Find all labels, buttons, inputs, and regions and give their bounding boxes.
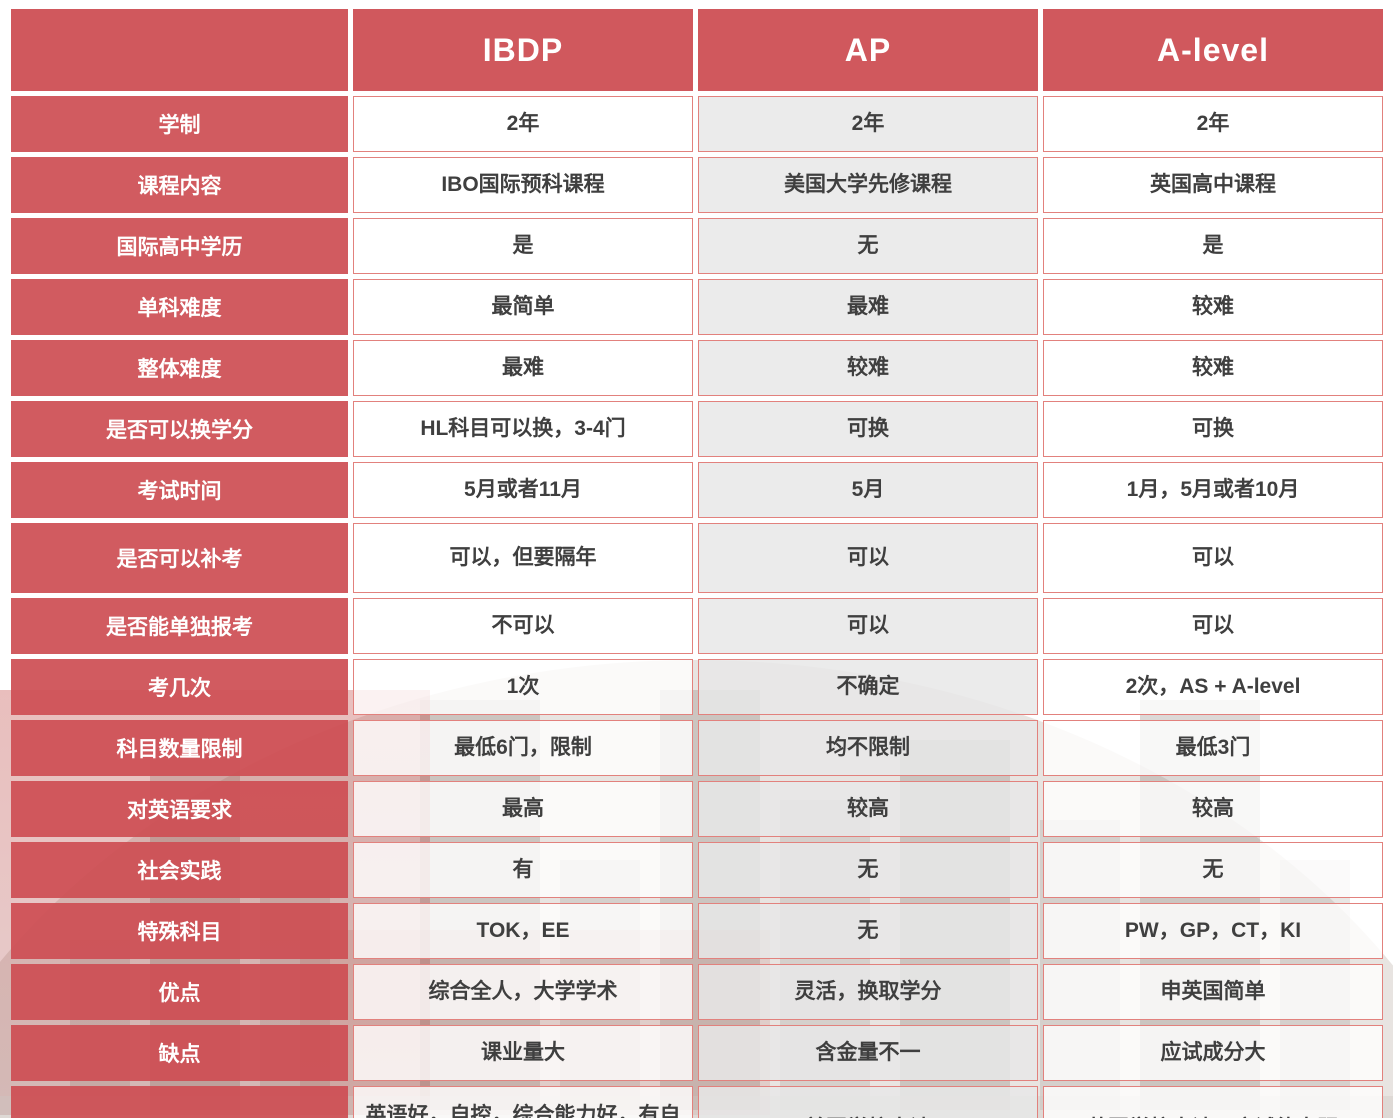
cell-a-level: 申英国简单 [1043,964,1383,1020]
table-row: 是否可以换学分 HL科目可以换，3-4门 可换 可换 [11,401,1383,457]
cell-a-level: 较高 [1043,781,1383,837]
cell-a-level: 是 [1043,218,1383,274]
table-row: 科目数量限制 最低6门，限制 均不限制 最低3门 [11,720,1383,776]
row-label: 是否可以换学分 [11,401,348,457]
cell-a-level: 可以 [1043,523,1383,593]
table-row: 缺点 课业量大 含金量不一 应试成分大 [11,1025,1383,1081]
cell-a-level: 英国学校申请，应试能力强 [1043,1086,1383,1118]
table-row: 适合的孩子英语好，自控，综合能力好，有自主性美国学校申请英国学校申请，应试能力强 [11,1086,1383,1118]
row-label: 国际高中学历 [11,218,348,274]
table-row: 国际高中学历是无是 [11,218,1383,274]
row-label: 适合的孩子 [11,1086,348,1118]
cell-a-level: 应试成分大 [1043,1025,1383,1081]
cell-ap: 均不限制 [698,720,1038,776]
row-label: 缺点 [11,1025,348,1081]
cell-ibdp: 最低6门，限制 [353,720,693,776]
row-label: 社会实践 [11,842,348,898]
column-header-ibdp: IBDP [353,9,693,91]
row-label: 优点 [11,964,348,1020]
cell-a-level: 2年 [1043,96,1383,152]
cell-ap: 可以 [698,598,1038,654]
row-label: 科目数量限制 [11,720,348,776]
cell-ibdp: 英语好，自控，综合能力好，有自主性 [353,1086,693,1118]
cell-ibdp: 最高 [353,781,693,837]
table-row: 社会实践有无无 [11,842,1383,898]
column-header-ap: AP [698,9,1038,91]
row-label: 课程内容 [11,157,348,213]
row-label: 学制 [11,96,348,152]
row-label: 考几次 [11,659,348,715]
table-row: 单科难度 最简单 最难 较难 [11,279,1383,335]
cell-ap: 无 [698,218,1038,274]
cell-ap: 不确定 [698,659,1038,715]
cell-a-level: 可以 [1043,598,1383,654]
table-body: 学制 2年 2年 2年 课程内容 IBO国际预科课程 美国大学先修课程 英国高中课程 国际高中学… [11,96,1383,1118]
cell-ibdp: 不可以 [353,598,693,654]
cell-ibdp: TOK，EE [353,903,693,959]
cell-a-level: 较难 [1043,340,1383,396]
cell-ap: 含金量不一 [698,1025,1038,1081]
row-label: 整体难度 [11,340,348,396]
cell-a-level: 最低3门 [1043,720,1383,776]
row-label: 是否能单独报考 [11,598,348,654]
cell-ibdp: 可以，但要隔年 [353,523,693,593]
cell-a-level: 较难 [1043,279,1383,335]
cell-ap: 美国大学先修课程 [698,157,1038,213]
cell-ibdp: 综合全人，大学学术 [353,964,693,1020]
table-row: 考试时间 5月或者11月 5月 1月，5月或者10月 [11,462,1383,518]
table-row: 优点 综合全人，大学学术 灵活，换取学分 申英国简单 [11,964,1383,1020]
cell-ibdp: 5月或者11月 [353,462,693,518]
cell-a-level: 可换 [1043,401,1383,457]
cell-ibdp: 2年 [353,96,693,152]
curriculum-comparison-table: IBDP AP A-level 学制 2年 2年 2年 课程内容 IBO国际预科课程 美国大… [6,4,1388,1118]
table-row: 是否能单独报考 不可以 可以 可以 [11,598,1383,654]
cell-a-level: 2次，AS + A-level [1043,659,1383,715]
cell-ibdp: 是 [353,218,693,274]
row-label: 考试时间 [11,462,348,518]
cell-a-level: 1月，5月或者10月 [1043,462,1383,518]
cell-ibdp: HL科目可以换，3-4门 [353,401,693,457]
table-row: 课程内容 IBO国际预科课程 美国大学先修课程 英国高中课程 [11,157,1383,213]
row-label: 单科难度 [11,279,348,335]
cell-ap: 无 [698,903,1038,959]
cell-ap: 美国学校申请 [698,1086,1038,1118]
cell-ibdp: IBO国际预科课程 [353,157,693,213]
header-row: IBDP AP A-level [11,9,1383,91]
cell-ap: 最难 [698,279,1038,335]
column-header-a-level: A-level [1043,9,1383,91]
table-row: 对英语要求 最高 较高 较高 [11,781,1383,837]
corner-cell [11,9,348,91]
table-row: 学制 2年 2年 2年 [11,96,1383,152]
red-tint-overlay [300,930,770,1115]
cell-ap: 5月 [698,462,1038,518]
cell-a-level: 英国高中课程 [1043,157,1383,213]
cell-ibdp: 最简单 [353,279,693,335]
cell-ap: 可换 [698,401,1038,457]
row-label: 对英语要求 [11,781,348,837]
cell-ibdp: 最难 [353,340,693,396]
cell-ibdp: 课业量大 [353,1025,693,1081]
cell-ap: 灵活，换取学分 [698,964,1038,1020]
cell-a-level: PW，GP，CT，KI [1043,903,1383,959]
table-row: 考几次 1次 不确定 2次，AS + A-level [11,659,1383,715]
table-row: 特殊科目 TOK，EE 无 PW，GP，CT，KI [11,903,1383,959]
cell-ap: 可以 [698,523,1038,593]
cell-ap: 2年 [698,96,1038,152]
cell-ap: 无 [698,842,1038,898]
cell-ibdp: 有 [353,842,693,898]
table-row: 是否可以补考 可以，但要隔年 可以 可以 [11,523,1383,593]
row-label: 是否可以补考 [11,523,348,593]
cell-ibdp: 1次 [353,659,693,715]
cell-ap: 较难 [698,340,1038,396]
cell-a-level: 无 [1043,842,1383,898]
cell-ap: 较高 [698,781,1038,837]
table-row: 整体难度 最难 较难 较难 [11,340,1383,396]
row-label: 特殊科目 [11,903,348,959]
